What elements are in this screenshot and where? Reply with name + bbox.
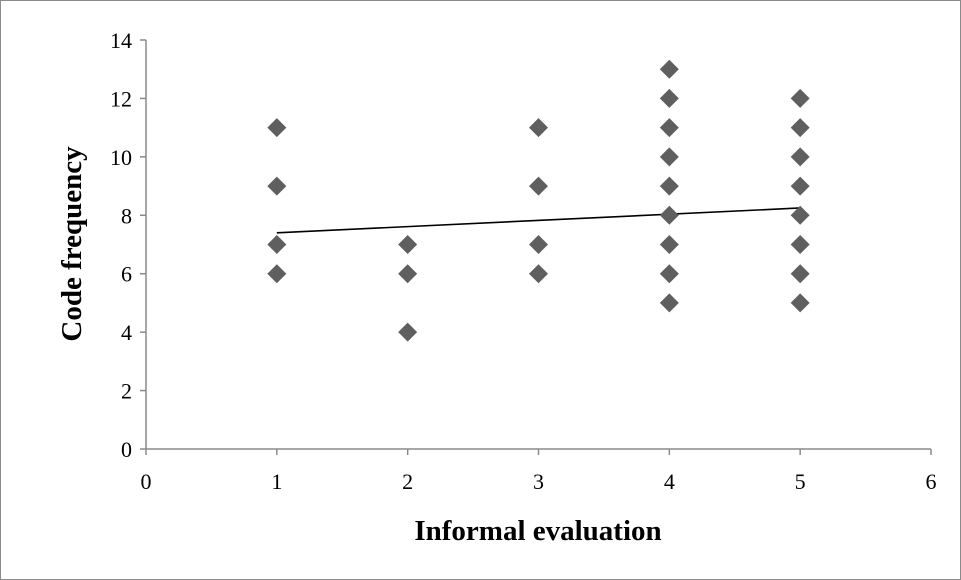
y-tick-label: 8: [121, 203, 132, 228]
data-point-marker: [790, 176, 810, 196]
data-point-marker: [529, 264, 548, 284]
data-point-marker: [790, 264, 810, 284]
y-axis-title: Code frequency: [56, 146, 88, 342]
data-point-marker: [659, 118, 679, 138]
data-point-marker: [398, 235, 418, 254]
x-tick-label: 4: [664, 469, 675, 494]
data-point-marker: [790, 205, 810, 225]
trendline: [276, 207, 801, 234]
data-point-marker: [267, 118, 287, 138]
data-point-marker: [529, 118, 548, 138]
trendline-layer: [276, 207, 801, 234]
y-tick-label: 12: [110, 86, 132, 111]
y-tick-label: 2: [121, 379, 132, 404]
x-tick-label: 0: [141, 469, 152, 494]
x-tick-label: 3: [533, 469, 544, 494]
data-points: [267, 59, 810, 342]
x-tick-label: 2: [402, 469, 413, 494]
data-point-marker: [790, 118, 810, 138]
data-point-marker: [790, 293, 810, 313]
data-point-marker: [659, 59, 679, 79]
data-point-marker: [790, 235, 810, 254]
x-tick-label: 6: [926, 469, 937, 494]
data-point-marker: [659, 147, 679, 167]
y-tick-label: 4: [121, 320, 132, 345]
data-point-marker: [659, 235, 679, 254]
data-point-marker: [398, 322, 418, 342]
data-point-marker: [267, 176, 287, 196]
x-tick-label: 5: [795, 469, 806, 494]
data-point-marker: [398, 264, 418, 284]
data-point-marker: [790, 88, 810, 108]
y-tick-label: 10: [110, 145, 132, 170]
data-point-marker: [659, 264, 679, 284]
data-point-marker: [659, 293, 679, 313]
x-tick-label: 1: [271, 469, 282, 494]
y-tick-label: 6: [121, 262, 132, 287]
data-point-marker: [659, 88, 679, 108]
data-point-marker: [529, 235, 548, 254]
x-axis-title: Informal evaluation: [414, 515, 661, 547]
data-point-marker: [267, 264, 287, 284]
data-point-marker: [659, 176, 679, 196]
data-point-marker: [267, 235, 287, 254]
data-point-marker: [529, 176, 548, 196]
y-tick-label: 14: [110, 28, 132, 53]
data-point-marker: [790, 147, 810, 167]
y-tick-label: 0: [121, 437, 132, 462]
data-point-marker: [659, 205, 679, 225]
